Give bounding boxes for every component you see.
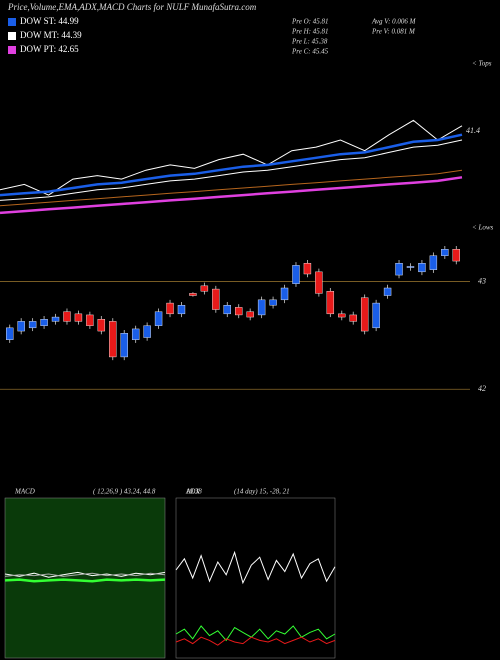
series-line (4, 572, 166, 577)
candle-body (406, 266, 415, 268)
candle-body (257, 299, 266, 316)
candle-body (235, 307, 243, 316)
candle-body (17, 321, 25, 332)
candle-body (372, 302, 380, 329)
y-tick-label: 42 (478, 384, 486, 393)
candle-body (63, 311, 71, 322)
stat: Pre C: 45.45 (291, 48, 329, 56)
legend-swatch (8, 32, 16, 40)
candle-body (395, 263, 403, 276)
stat: Pre V: 0.081 M (371, 28, 416, 36)
page-title: Price,Volume,EMA,ADX,MACD Charts for NUL… (7, 2, 257, 12)
series-line (175, 550, 336, 585)
candle-body (269, 299, 277, 306)
candle-body (166, 302, 174, 315)
stat: Pre O: 45.81 (291, 18, 328, 26)
candle-body (189, 293, 197, 296)
legend-swatch (8, 46, 16, 54)
candle-body (131, 328, 140, 340)
panel-params: 10.38 (186, 488, 202, 496)
candle-body (212, 288, 220, 310)
candle-body (360, 297, 369, 332)
candle-body (429, 255, 438, 270)
candle-body (349, 314, 357, 322)
candle-body (418, 263, 426, 273)
candle-body (40, 319, 48, 326)
candle-body (177, 305, 186, 315)
legend-label: DOW ST: 44.99 (20, 16, 79, 26)
series-line (0, 139, 463, 201)
candle-body (338, 313, 346, 318)
candle-body (315, 271, 323, 294)
legend-label: DOW PT: 42.65 (20, 44, 79, 54)
candle-body (51, 316, 60, 322)
top-marker: < Tops (472, 60, 492, 68)
panel-bg (175, 497, 336, 659)
candle-body (28, 321, 37, 329)
candle-body (280, 287, 289, 301)
stat: Avg V: 0.006 M (371, 18, 417, 26)
y-tick-label: 43 (478, 276, 486, 285)
series-line (0, 176, 463, 215)
candle-body (154, 311, 163, 326)
candle-body (6, 327, 14, 340)
candle-body (452, 249, 460, 262)
candle-body (223, 305, 231, 315)
candle-body (143, 325, 151, 338)
legend-label: DOW MT: 44.39 (20, 30, 82, 40)
series-line (4, 578, 166, 583)
low-marker: < Lows (472, 224, 494, 232)
candle-body (200, 285, 209, 292)
candle-body (441, 249, 449, 256)
legend-swatch (8, 18, 16, 26)
candle-body (383, 287, 392, 296)
candle-body (292, 265, 300, 284)
candle-body (326, 291, 335, 315)
series-line (0, 169, 463, 207)
series-line (175, 625, 336, 642)
candle-body (74, 313, 83, 322)
stat: Pre L: 45.38 (291, 38, 328, 46)
candle-body (120, 333, 128, 358)
series-line (0, 119, 463, 196)
candle-body (246, 311, 254, 318)
panel-params: ( 12,26,9 ) 43.24, 44.8 (93, 488, 156, 496)
series-line (0, 133, 463, 197)
panel-params: (14 day) 15, -28, 21 (234, 488, 290, 496)
candle-body (97, 319, 106, 332)
series-line (175, 636, 336, 646)
candle-body (109, 321, 117, 358)
stat: Pre H: 45.81 (291, 28, 328, 36)
candle-body (303, 263, 312, 275)
candle-body (86, 314, 94, 326)
panel-label: ADX (185, 488, 200, 496)
panel-label: MACD (14, 488, 35, 496)
panel-bg (4, 497, 166, 659)
y-tick-label: 41.4 (466, 126, 480, 135)
